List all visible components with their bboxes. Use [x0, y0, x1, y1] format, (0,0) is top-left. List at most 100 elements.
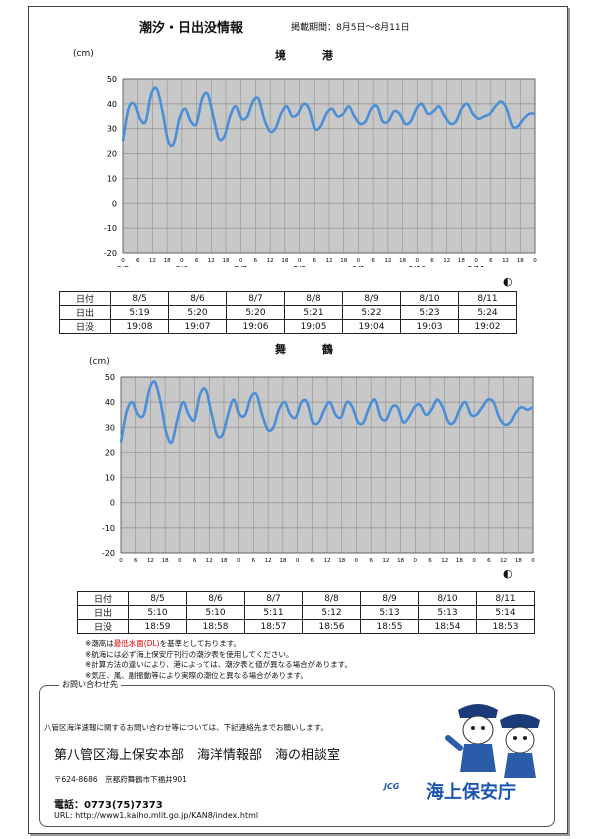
- table-cell: 8/5: [110, 291, 169, 306]
- x-tick-label: 18: [456, 558, 463, 563]
- table-cell: 8/6: [168, 291, 227, 306]
- x-tick-label: 18: [397, 558, 404, 563]
- x-tick-label: 6: [369, 558, 373, 563]
- table-cell: 5:19: [110, 305, 169, 320]
- table-cell: 5:12: [302, 605, 361, 620]
- x-tick-label: 6: [134, 558, 138, 563]
- contact-intro: 八管区海洋速報に関するお問い合わせ等については、下記連絡先までお願いします。: [44, 723, 328, 732]
- x-tick-label: 0: [296, 558, 300, 563]
- table-cell: 5:22: [342, 305, 401, 320]
- table-cell: 18:58: [186, 619, 245, 634]
- table-cell: 5:13: [360, 605, 419, 620]
- table-cell: 8/7: [244, 591, 303, 606]
- table-cell: 18:57: [244, 619, 303, 634]
- x-tick-label: 6: [487, 558, 491, 563]
- half-moon-icon: ◐: [503, 275, 513, 288]
- tide-line: [119, 380, 534, 445]
- x-tick-label: 6: [193, 558, 197, 563]
- y-tick-label: 0: [110, 499, 115, 508]
- y-tick-label: -10: [104, 224, 117, 233]
- x-tick-label: 0: [414, 558, 418, 563]
- contact-address: 〒624-8686 京都府舞鶴市下福井901: [54, 775, 187, 784]
- day-label: 8/11: [467, 265, 485, 267]
- day-label: 8/5: [117, 265, 130, 267]
- x-tick-label: 18: [340, 258, 347, 264]
- x-tick-label: 12: [324, 558, 331, 563]
- note-line: ※計算方法の違いにより、港によっては、潮汐表と値が異なる場合があります。: [85, 660, 352, 669]
- x-tick-label: 0: [531, 558, 535, 563]
- x-tick-label: 12: [443, 258, 450, 264]
- table-cell: 8/6: [186, 591, 245, 606]
- table-cell: 18:56: [302, 619, 361, 634]
- y-tick-label: 20: [107, 150, 117, 159]
- table-cell: 5:20: [226, 305, 285, 320]
- sun-table: 日付 8/5 8/6 8/7 8/8 8/9 8/10 8/11 日出 5:19 5:20 5:20 5…: [59, 291, 517, 334]
- table-cell: 8/11: [476, 591, 535, 606]
- row-label: 日付: [77, 591, 129, 606]
- x-tick-label: 6: [430, 258, 434, 264]
- x-tick-label: 18: [281, 258, 288, 264]
- header: 潮汐・日出没情報 掲載期間：8月5日～8月11日: [29, 17, 567, 37]
- x-tick-label: 6: [489, 258, 493, 264]
- table-cell: 5:11: [244, 605, 303, 620]
- day-label: 8/8: [293, 265, 306, 267]
- table-cell: 8/8: [284, 291, 343, 306]
- y-tick-label: -20: [102, 549, 115, 558]
- table-cell: 8/7: [226, 291, 285, 306]
- table-cell: 18:54: [418, 619, 477, 634]
- day-label: 8/6: [175, 265, 188, 267]
- jcg-logo-text: 海上保安庁: [426, 782, 516, 803]
- contact-url[interactable]: URL: http://www1.kaiho.mlit.go.jp/KAN8/i…: [54, 811, 259, 820]
- sun-table: 日付 8/5 8/6 8/7 8/8 8/9 8/10 8/11 日出 5:10 5:10 5:11 5…: [77, 591, 535, 634]
- y-tick-label: 50: [107, 75, 117, 84]
- x-tick-label: 18: [458, 258, 465, 264]
- table-cell: 18:53: [476, 619, 535, 634]
- y-axis-unit: (cm): [89, 357, 110, 367]
- x-tick-label: 0: [355, 558, 359, 563]
- x-tick-label: 12: [384, 258, 391, 264]
- note-line: ※潮高は最低水面(DL)を基準としております。: [85, 639, 241, 648]
- port-name: 舞 鶴: [275, 343, 349, 356]
- x-tick-label: 18: [517, 258, 524, 264]
- x-tick-label: 12: [500, 558, 507, 563]
- x-tick-label: 0: [416, 258, 420, 264]
- x-tick-label: 18: [399, 258, 406, 264]
- x-tick-label: 0: [472, 558, 476, 563]
- contact-box: 八管区海洋速報に関するお問い合わせ等については、下記連絡先までお願いします。 第…: [39, 685, 555, 827]
- contact-tel: 電話：0773(75)7373: [54, 800, 163, 811]
- sunset-row: 日没 18:59 18:58 18:57 18:56 18:55 18:54 18:53: [77, 619, 535, 634]
- table-cell: 8/9: [360, 591, 419, 606]
- y-tick-label: -10: [102, 524, 115, 533]
- table-cell: 5:24: [458, 305, 517, 320]
- note-line: ※航海には必ず海上保安庁刊行の潮汐表を使用してください。: [85, 649, 294, 659]
- row-label: 日出: [59, 305, 111, 320]
- x-tick-label: 12: [382, 558, 389, 563]
- y-tick-label: 50: [105, 373, 115, 382]
- y-tick-label: 10: [107, 174, 117, 183]
- x-tick-label: 0: [119, 558, 123, 563]
- x-tick-label: 0: [121, 258, 125, 264]
- y-tick-label: -20: [104, 249, 117, 258]
- x-tick-label: 12: [441, 558, 448, 563]
- table-cell: 5:10: [128, 605, 187, 620]
- sunrise-row: 日出 5:10 5:10 5:11 5:12 5:13 5:13 5:14: [77, 605, 535, 620]
- x-tick-label: 6: [254, 258, 258, 264]
- x-tick-label: 6: [252, 558, 256, 563]
- x-tick-label: 12: [265, 558, 272, 563]
- notes: ※潮高は最低水面(DL)を基準としております。 ※航海には必ず海上保安庁刊行の潮…: [85, 639, 352, 681]
- x-tick-label: 12: [208, 258, 215, 264]
- y-tick-label: 30: [105, 423, 115, 432]
- day-label: 8/10: [408, 265, 426, 267]
- page-sheet: 潮汐・日出没情報 掲載期間：8月5日～8月11日 (cm) 境 港 0 6 12 18…: [28, 6, 568, 834]
- table-cell: 5:21: [284, 305, 343, 320]
- table-cell: 8/5: [128, 591, 187, 606]
- x-tick-label: 12: [326, 258, 333, 264]
- mascot-right: [500, 714, 540, 778]
- x-tick-label: 18: [223, 258, 230, 264]
- table-cell: 5:23: [400, 305, 459, 320]
- x-tick-label: 18: [162, 558, 169, 563]
- table-cell: 8/8: [302, 591, 361, 606]
- note-line: ※気圧、風、副振動等により実際の潮位と異なる場合があります。: [85, 670, 308, 680]
- table-cell: 5:13: [418, 605, 477, 620]
- port-name: 境 港: [275, 49, 349, 62]
